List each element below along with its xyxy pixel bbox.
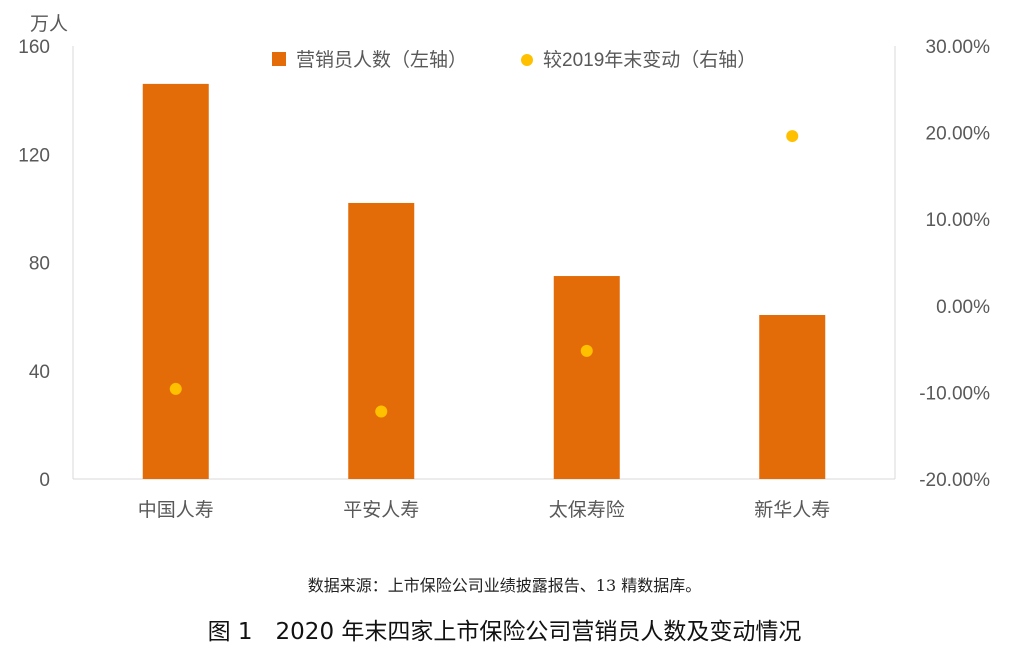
right-tick-label: 30.00% (926, 37, 991, 58)
left-axis-label: 万人 (30, 13, 68, 35)
scatter-point (786, 130, 799, 143)
x-tick-label: 新华人寿 (754, 499, 830, 521)
bar (553, 276, 620, 479)
scatter-point (375, 405, 388, 418)
chart: 万人 0 40 80 120 160 -20.00% -10.00% 0.00% 10.00% 20… (18, 13, 991, 521)
legend-point-label: 较2019年末变动（右轴） (543, 49, 756, 71)
bar (348, 202, 415, 479)
left-tick-label: 40 (29, 362, 50, 383)
left-tick-label: 120 (18, 145, 50, 166)
x-tick-label: 中国人寿 (138, 499, 214, 521)
scatter-point (580, 344, 593, 357)
left-tick-label: 80 (29, 254, 50, 275)
right-tick-label: -10.00% (919, 383, 990, 404)
left-tick-label: 0 (39, 470, 50, 491)
figure-caption: 图 1 2020 年末四家上市保险公司营销员人数及变动情况 (207, 619, 802, 645)
legend-bar-label: 营销员人数（左轴） (296, 49, 467, 71)
bar (142, 83, 209, 479)
legend-point-swatch (521, 54, 533, 66)
x-tick-label: 太保寿险 (549, 499, 625, 521)
legend-bar-swatch (272, 52, 286, 66)
left-tick-label: 160 (18, 37, 50, 58)
right-tick-label: 0.00% (936, 297, 990, 318)
x-tick-label: 平安人寿 (343, 499, 419, 521)
right-tick-label: 10.00% (926, 210, 991, 231)
source-note: 数据来源：上市保险公司业绩披露报告、13 精数据库。 (307, 576, 702, 595)
bar (759, 315, 826, 479)
scatter-point (169, 382, 182, 395)
right-tick-label: -20.00% (919, 470, 990, 491)
right-tick-label: 20.00% (926, 124, 991, 145)
